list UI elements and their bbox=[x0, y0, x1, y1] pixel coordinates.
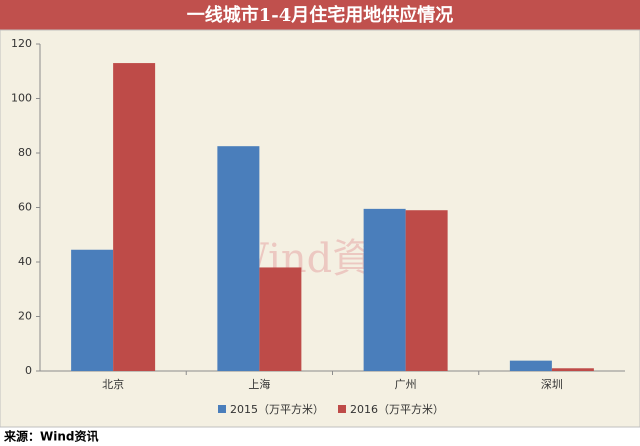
x-tick-label: 深圳 bbox=[541, 378, 563, 391]
y-tick-label: 20 bbox=[18, 310, 32, 323]
x-tick-label: 北京 bbox=[102, 377, 124, 391]
bar bbox=[217, 146, 260, 371]
x-tick-label: 广州 bbox=[395, 378, 417, 391]
bar bbox=[113, 63, 156, 371]
title-bar bbox=[0, 0, 640, 30]
bar bbox=[71, 249, 114, 371]
legend-swatch bbox=[218, 405, 226, 413]
legend-swatch bbox=[338, 405, 346, 413]
x-tick-label: 上海 bbox=[248, 377, 270, 391]
legend-label: 2016（万平方米） bbox=[350, 402, 444, 416]
legend-label: 2015（万平方米） bbox=[230, 402, 324, 416]
y-tick-label: 60 bbox=[18, 201, 32, 214]
source-note: 来源：Wind资讯 bbox=[3, 429, 98, 444]
bar bbox=[363, 208, 406, 371]
y-tick-label: 80 bbox=[18, 146, 32, 159]
chart-title: 一线城市1-4月住宅用地供应情况 bbox=[187, 4, 454, 26]
bar bbox=[551, 368, 594, 371]
y-tick-label: 120 bbox=[11, 37, 32, 50]
y-tick-label: 0 bbox=[25, 364, 32, 377]
bar bbox=[509, 360, 552, 371]
y-tick-label: 100 bbox=[11, 92, 32, 105]
y-tick-label: 40 bbox=[18, 255, 32, 268]
bar bbox=[405, 210, 448, 371]
bar bbox=[259, 267, 302, 371]
